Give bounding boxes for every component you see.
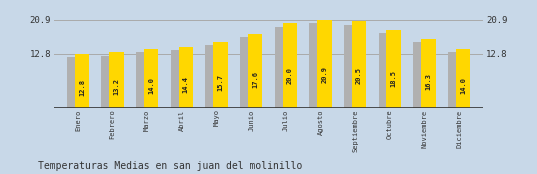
Bar: [352, 21, 366, 108]
Bar: [274, 27, 289, 108]
Bar: [75, 54, 89, 108]
Text: 18.5: 18.5: [391, 70, 397, 87]
Bar: [101, 56, 116, 108]
Bar: [448, 52, 462, 108]
Bar: [67, 57, 81, 108]
Text: 20.5: 20.5: [356, 66, 362, 84]
Text: 20.9: 20.9: [322, 66, 328, 83]
Bar: [240, 37, 255, 108]
Bar: [282, 23, 297, 108]
Text: 14.0: 14.0: [148, 77, 154, 94]
Bar: [144, 49, 158, 108]
Bar: [110, 52, 124, 108]
Bar: [179, 47, 193, 108]
Bar: [379, 33, 393, 108]
Bar: [413, 42, 427, 108]
Bar: [171, 50, 185, 108]
Bar: [309, 23, 324, 108]
Text: Temperaturas Medias en san juan del molinillo: Temperaturas Medias en san juan del moli…: [38, 161, 302, 171]
Text: 16.3: 16.3: [425, 73, 431, 90]
Text: 14.4: 14.4: [183, 76, 189, 93]
Bar: [136, 52, 150, 108]
Text: 14.0: 14.0: [460, 77, 466, 94]
Bar: [205, 45, 220, 108]
Text: 12.8: 12.8: [79, 79, 85, 96]
Bar: [317, 20, 332, 108]
Bar: [421, 39, 436, 108]
Text: 20.0: 20.0: [287, 67, 293, 84]
Bar: [248, 34, 263, 108]
Bar: [456, 49, 470, 108]
Text: 17.6: 17.6: [252, 71, 258, 88]
Text: 13.2: 13.2: [113, 78, 120, 95]
Text: 15.7: 15.7: [217, 74, 223, 91]
Bar: [344, 25, 358, 108]
Bar: [387, 30, 401, 108]
Bar: [213, 42, 228, 108]
